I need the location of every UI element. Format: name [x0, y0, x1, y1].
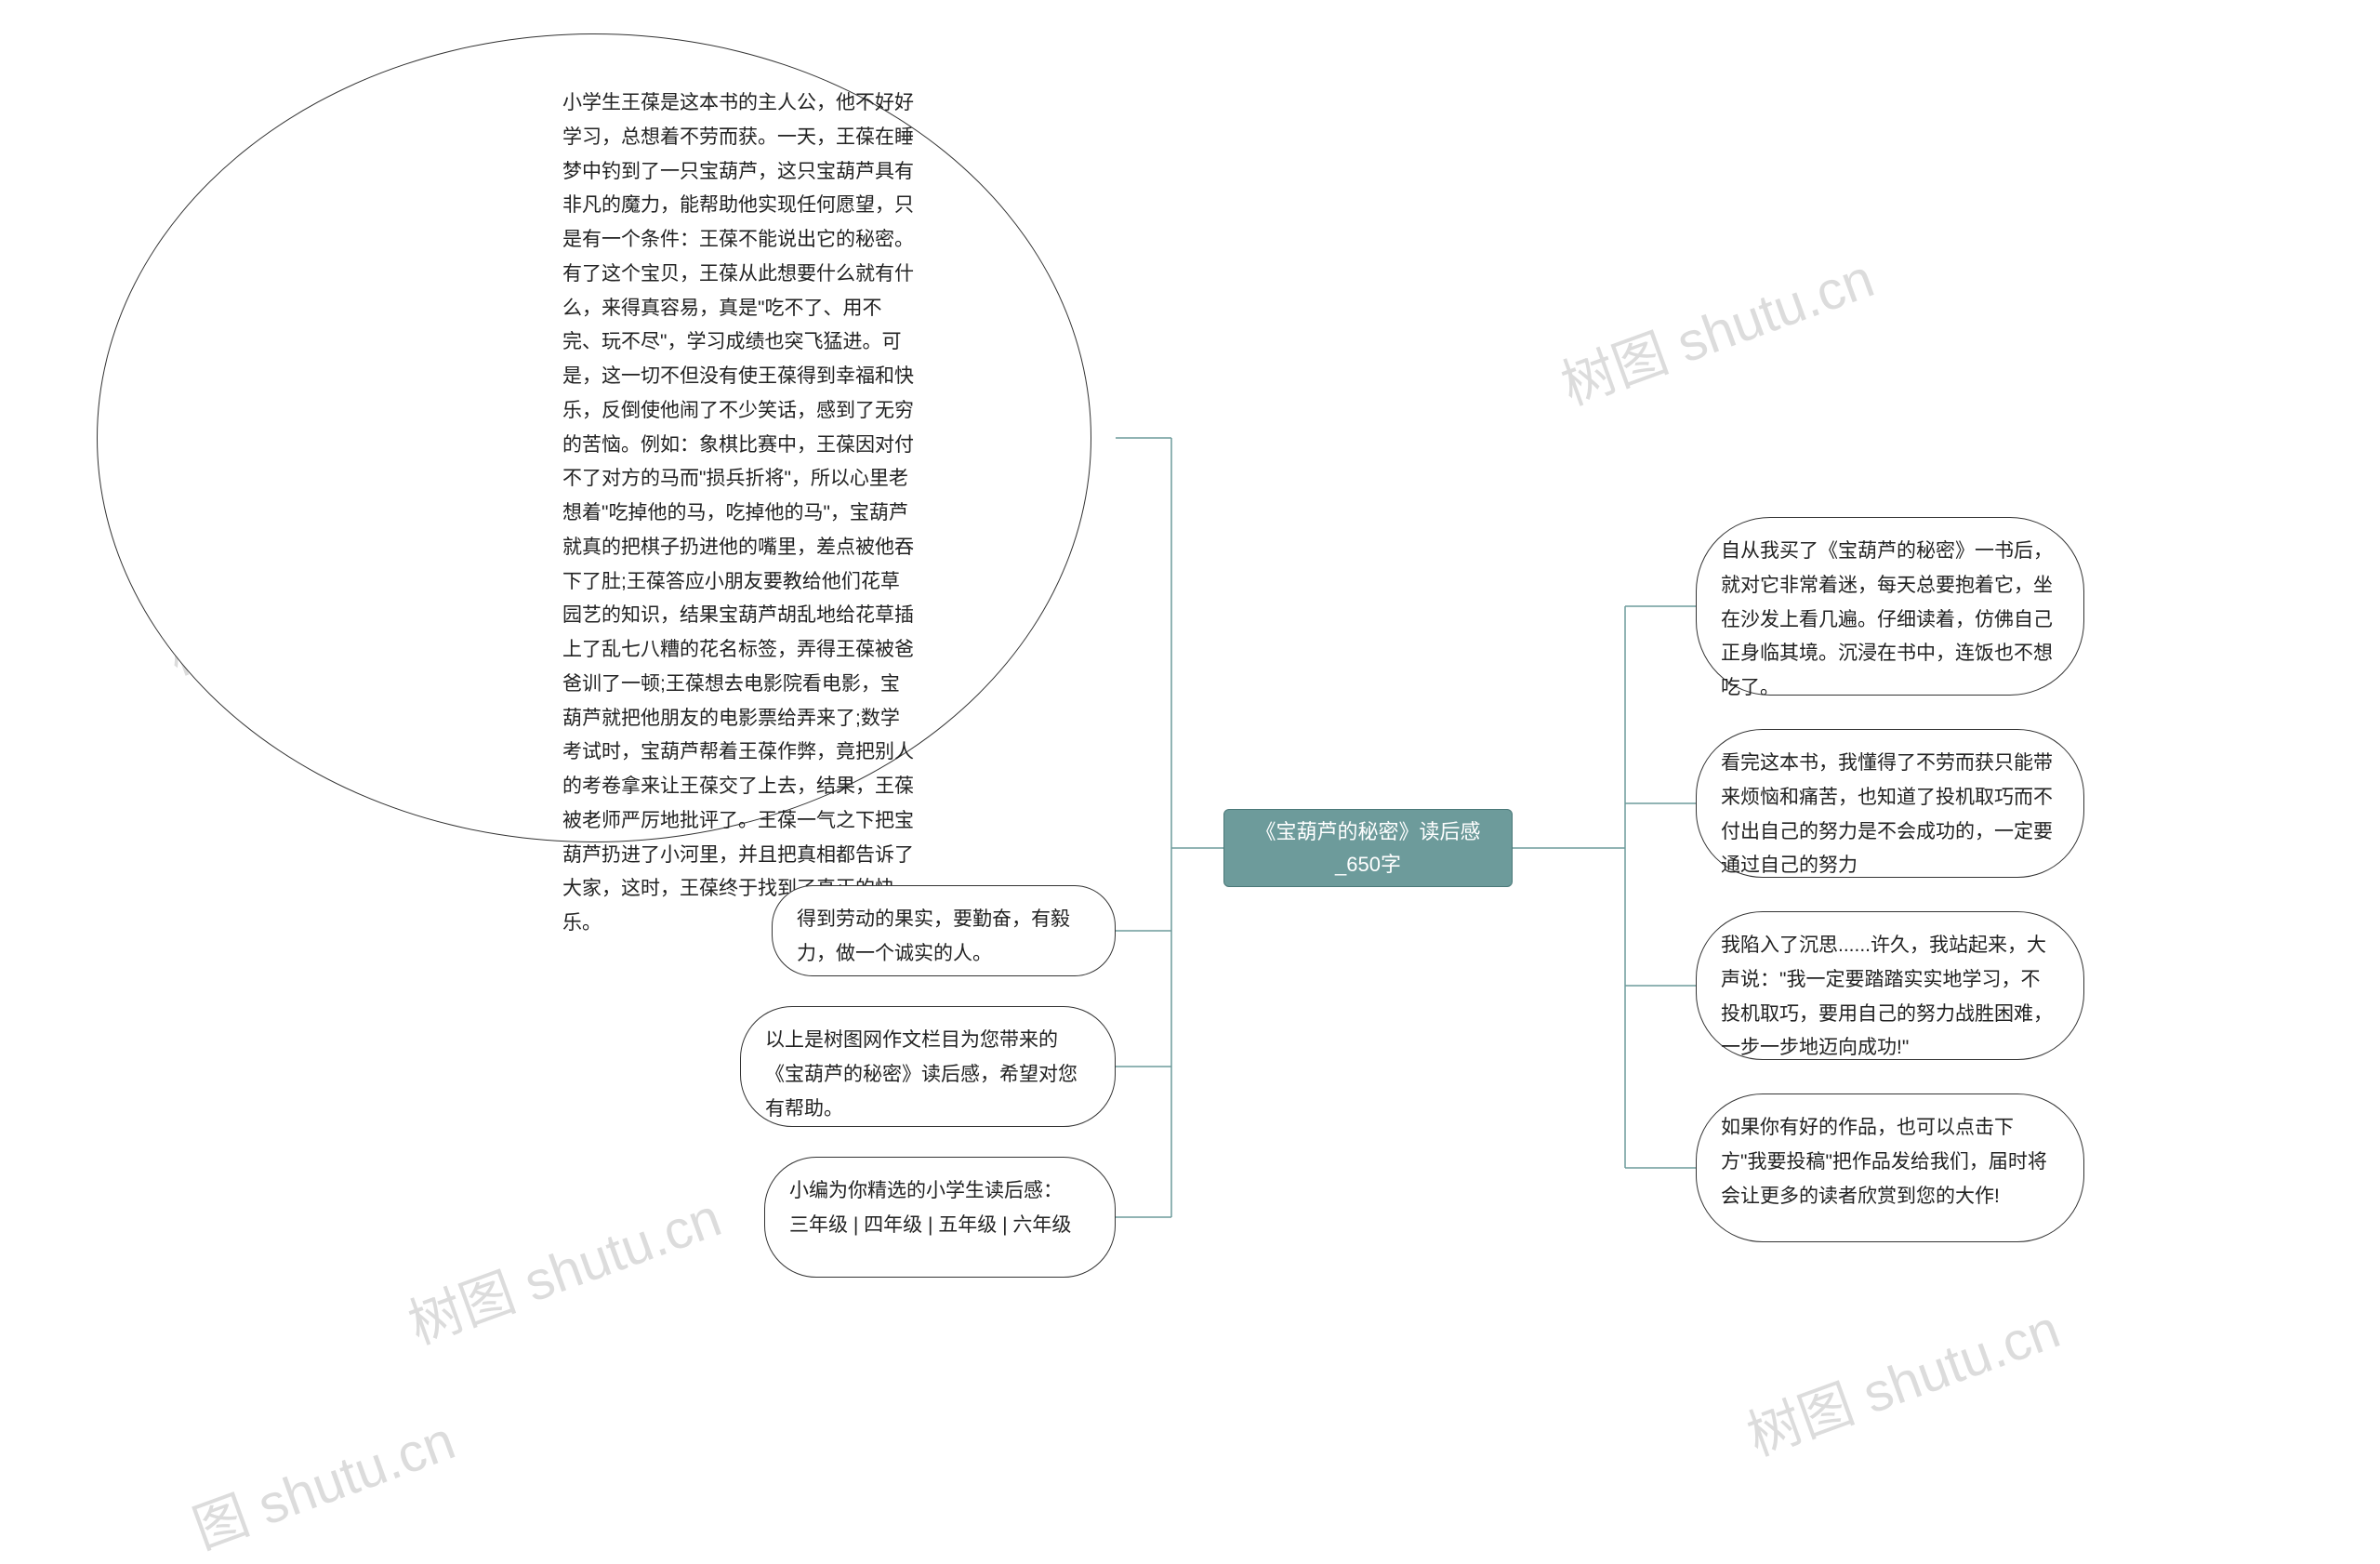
node-text: 得到劳动的果实，要勤奋，有毅力，做一个诚实的人。	[797, 908, 1070, 964]
node-text: 我陷入了沉思......许久，我站起来，大声说："我一定要踏踏实实地学习，不投机…	[1721, 934, 2053, 1058]
center-node-label: 《宝葫芦的秘密》读后感_650字	[1239, 815, 1497, 881]
mindmap-right-node-4[interactable]: 如果你有好的作品，也可以点击下方"我要投稿"把作品发给我们，届时将会让更多的读者…	[1696, 1093, 2084, 1242]
watermark: 树图 shutu.cn	[396, 1173, 730, 1359]
node-text: 如果你有好的作品，也可以点击下方"我要投稿"把作品发给我们，届时将会让更多的读者…	[1721, 1117, 2047, 1207]
mindmap-left-node-2[interactable]: 得到劳动的果实，要勤奋，有毅力，做一个诚实的人。	[772, 885, 1116, 976]
mindmap-left-node-3[interactable]: 以上是树图网作文栏目为您带来的《宝葫芦的秘密》读后感，希望对您有帮助。	[740, 1006, 1116, 1127]
node-text: 小编为你精选的小学生读后感： 三年级 | 四年级 | 五年级 | 六年级	[789, 1180, 1117, 1236]
mindmap-right-node-3[interactable]: 我陷入了沉思......许久，我站起来，大声说："我一定要踏踏实实地学习，不投机…	[1696, 911, 2084, 1060]
mindmap-right-node-1[interactable]: 自从我买了《宝葫芦的秘密》一书后，就对它非常着迷，每天总要抱着它，坐在沙发上看几…	[1696, 517, 2084, 696]
node-text: 以上是树图网作文栏目为您带来的《宝葫芦的秘密》读后感，希望对您有帮助。	[765, 1029, 1078, 1120]
node-text: 自从我买了《宝葫芦的秘密》一书后，就对它非常着迷，每天总要抱着它，坐在沙发上看几…	[1721, 540, 2053, 698]
watermark: 树图 shutu.cn	[1549, 234, 1883, 419]
node-text: 看完这本书，我懂得了不劳而获只能带来烦恼和痛苦，也知道了投机取巧而不付出自己的努…	[1721, 752, 2053, 876]
mindmap-center-node[interactable]: 《宝葫芦的秘密》读后感_650字	[1223, 809, 1513, 887]
mindmap-left-node-4[interactable]: 小编为你精选的小学生读后感： 三年级 | 四年级 | 五年级 | 六年级	[764, 1157, 1116, 1278]
mindmap-right-node-2[interactable]: 看完这本书，我懂得了不劳而获只能带来烦恼和痛苦，也知道了投机取巧而不付出自己的努…	[1696, 729, 2084, 878]
node-text: 小学生王葆是这本书的主人公，他不好好学习，总想着不劳而获。一天，王葆在睡梦中钓到…	[562, 86, 916, 941]
watermark: 图 shutu.cn	[180, 1397, 463, 1563]
watermark: 树图 shutu.cn	[1735, 1285, 2069, 1470]
mindmap-left-node-1[interactable]: 小学生王葆是这本书的主人公，他不好好学习，总想着不劳而获。一天，王葆在睡梦中钓到…	[97, 33, 1091, 842]
